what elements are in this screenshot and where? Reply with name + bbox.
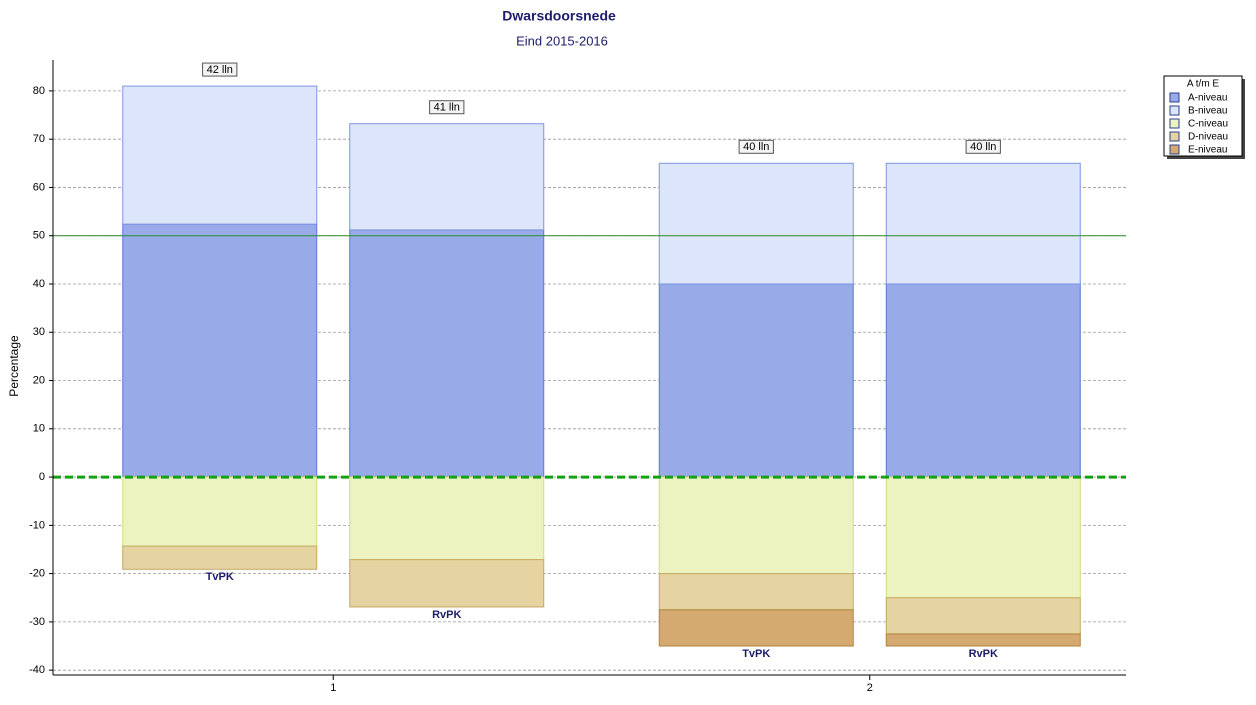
chart-title: Dwarsdoorsnede	[502, 8, 616, 24]
y-tick-label: 40	[33, 278, 45, 290]
bar-annotation: 42 lln	[207, 64, 233, 76]
y-axis-label: Percentage	[7, 335, 21, 397]
legend-swatch	[1169, 118, 1180, 129]
bar-segment	[885, 162, 1081, 285]
annotation-box	[429, 100, 465, 115]
y-tick-label: 30	[33, 326, 45, 338]
bar-segment	[885, 476, 1081, 599]
legend-swatch	[1169, 131, 1180, 142]
bar-segment	[349, 123, 545, 231]
x-tick-label: 1	[330, 682, 336, 694]
x-tick-label: 2	[867, 682, 873, 694]
y-tick-label: -20	[29, 568, 45, 580]
bar-segment	[122, 223, 318, 478]
legend-title: A t/m E	[1187, 79, 1220, 90]
bar-segment	[349, 229, 545, 478]
y-tick-label: 60	[33, 181, 45, 193]
y-tick-label: -40	[29, 664, 45, 676]
bar-segment	[658, 283, 854, 478]
bar-segment	[658, 609, 854, 647]
y-tick-label: 50	[33, 230, 45, 242]
y-tick-label: -30	[29, 616, 45, 628]
y-tick-label: 0	[39, 471, 45, 483]
bar-segment	[885, 283, 1081, 478]
bar-segment	[885, 597, 1081, 635]
legend-label: A-niveau	[1188, 93, 1227, 104]
y-tick-label: -10	[29, 519, 45, 531]
bar-segment	[349, 476, 545, 561]
bar-annotation: 40 lln	[970, 141, 996, 153]
legend-swatch	[1169, 144, 1180, 155]
legend-label: B-niveau	[1188, 106, 1227, 117]
bar-segment	[658, 162, 854, 285]
y-tick-label: 20	[33, 374, 45, 386]
y-tick-label: 10	[33, 423, 45, 435]
bar-segment	[122, 85, 318, 225]
chart-subtitle: Eind 2015-2016	[516, 33, 608, 48]
annotation-box	[965, 139, 1001, 154]
legend	[1163, 75, 1243, 157]
legend-label: E-niveau	[1188, 145, 1227, 156]
bar-label: RvPK	[432, 609, 461, 621]
legend-swatch	[1169, 92, 1180, 103]
bar-annotation: 40 lln	[743, 141, 769, 153]
bar-label: TvPK	[206, 571, 234, 583]
bar-annotation: 41 lln	[434, 102, 460, 114]
bar-label: TvPK	[742, 648, 770, 660]
annotation-box	[202, 62, 238, 77]
bar-label: RvPK	[969, 648, 998, 660]
legend-label: C-niveau	[1188, 119, 1228, 130]
y-tick-label: 80	[33, 85, 45, 97]
bar-segment	[658, 476, 854, 575]
annotation-box	[738, 139, 774, 154]
bar-segment	[349, 559, 545, 608]
y-tick-label: 70	[33, 133, 45, 145]
legend-label: D-niveau	[1188, 132, 1228, 143]
bar-segment	[885, 633, 1081, 647]
bar-segment	[122, 476, 318, 547]
bar-segment	[122, 545, 318, 570]
bar-segment	[658, 573, 854, 611]
legend-swatch	[1169, 105, 1180, 116]
